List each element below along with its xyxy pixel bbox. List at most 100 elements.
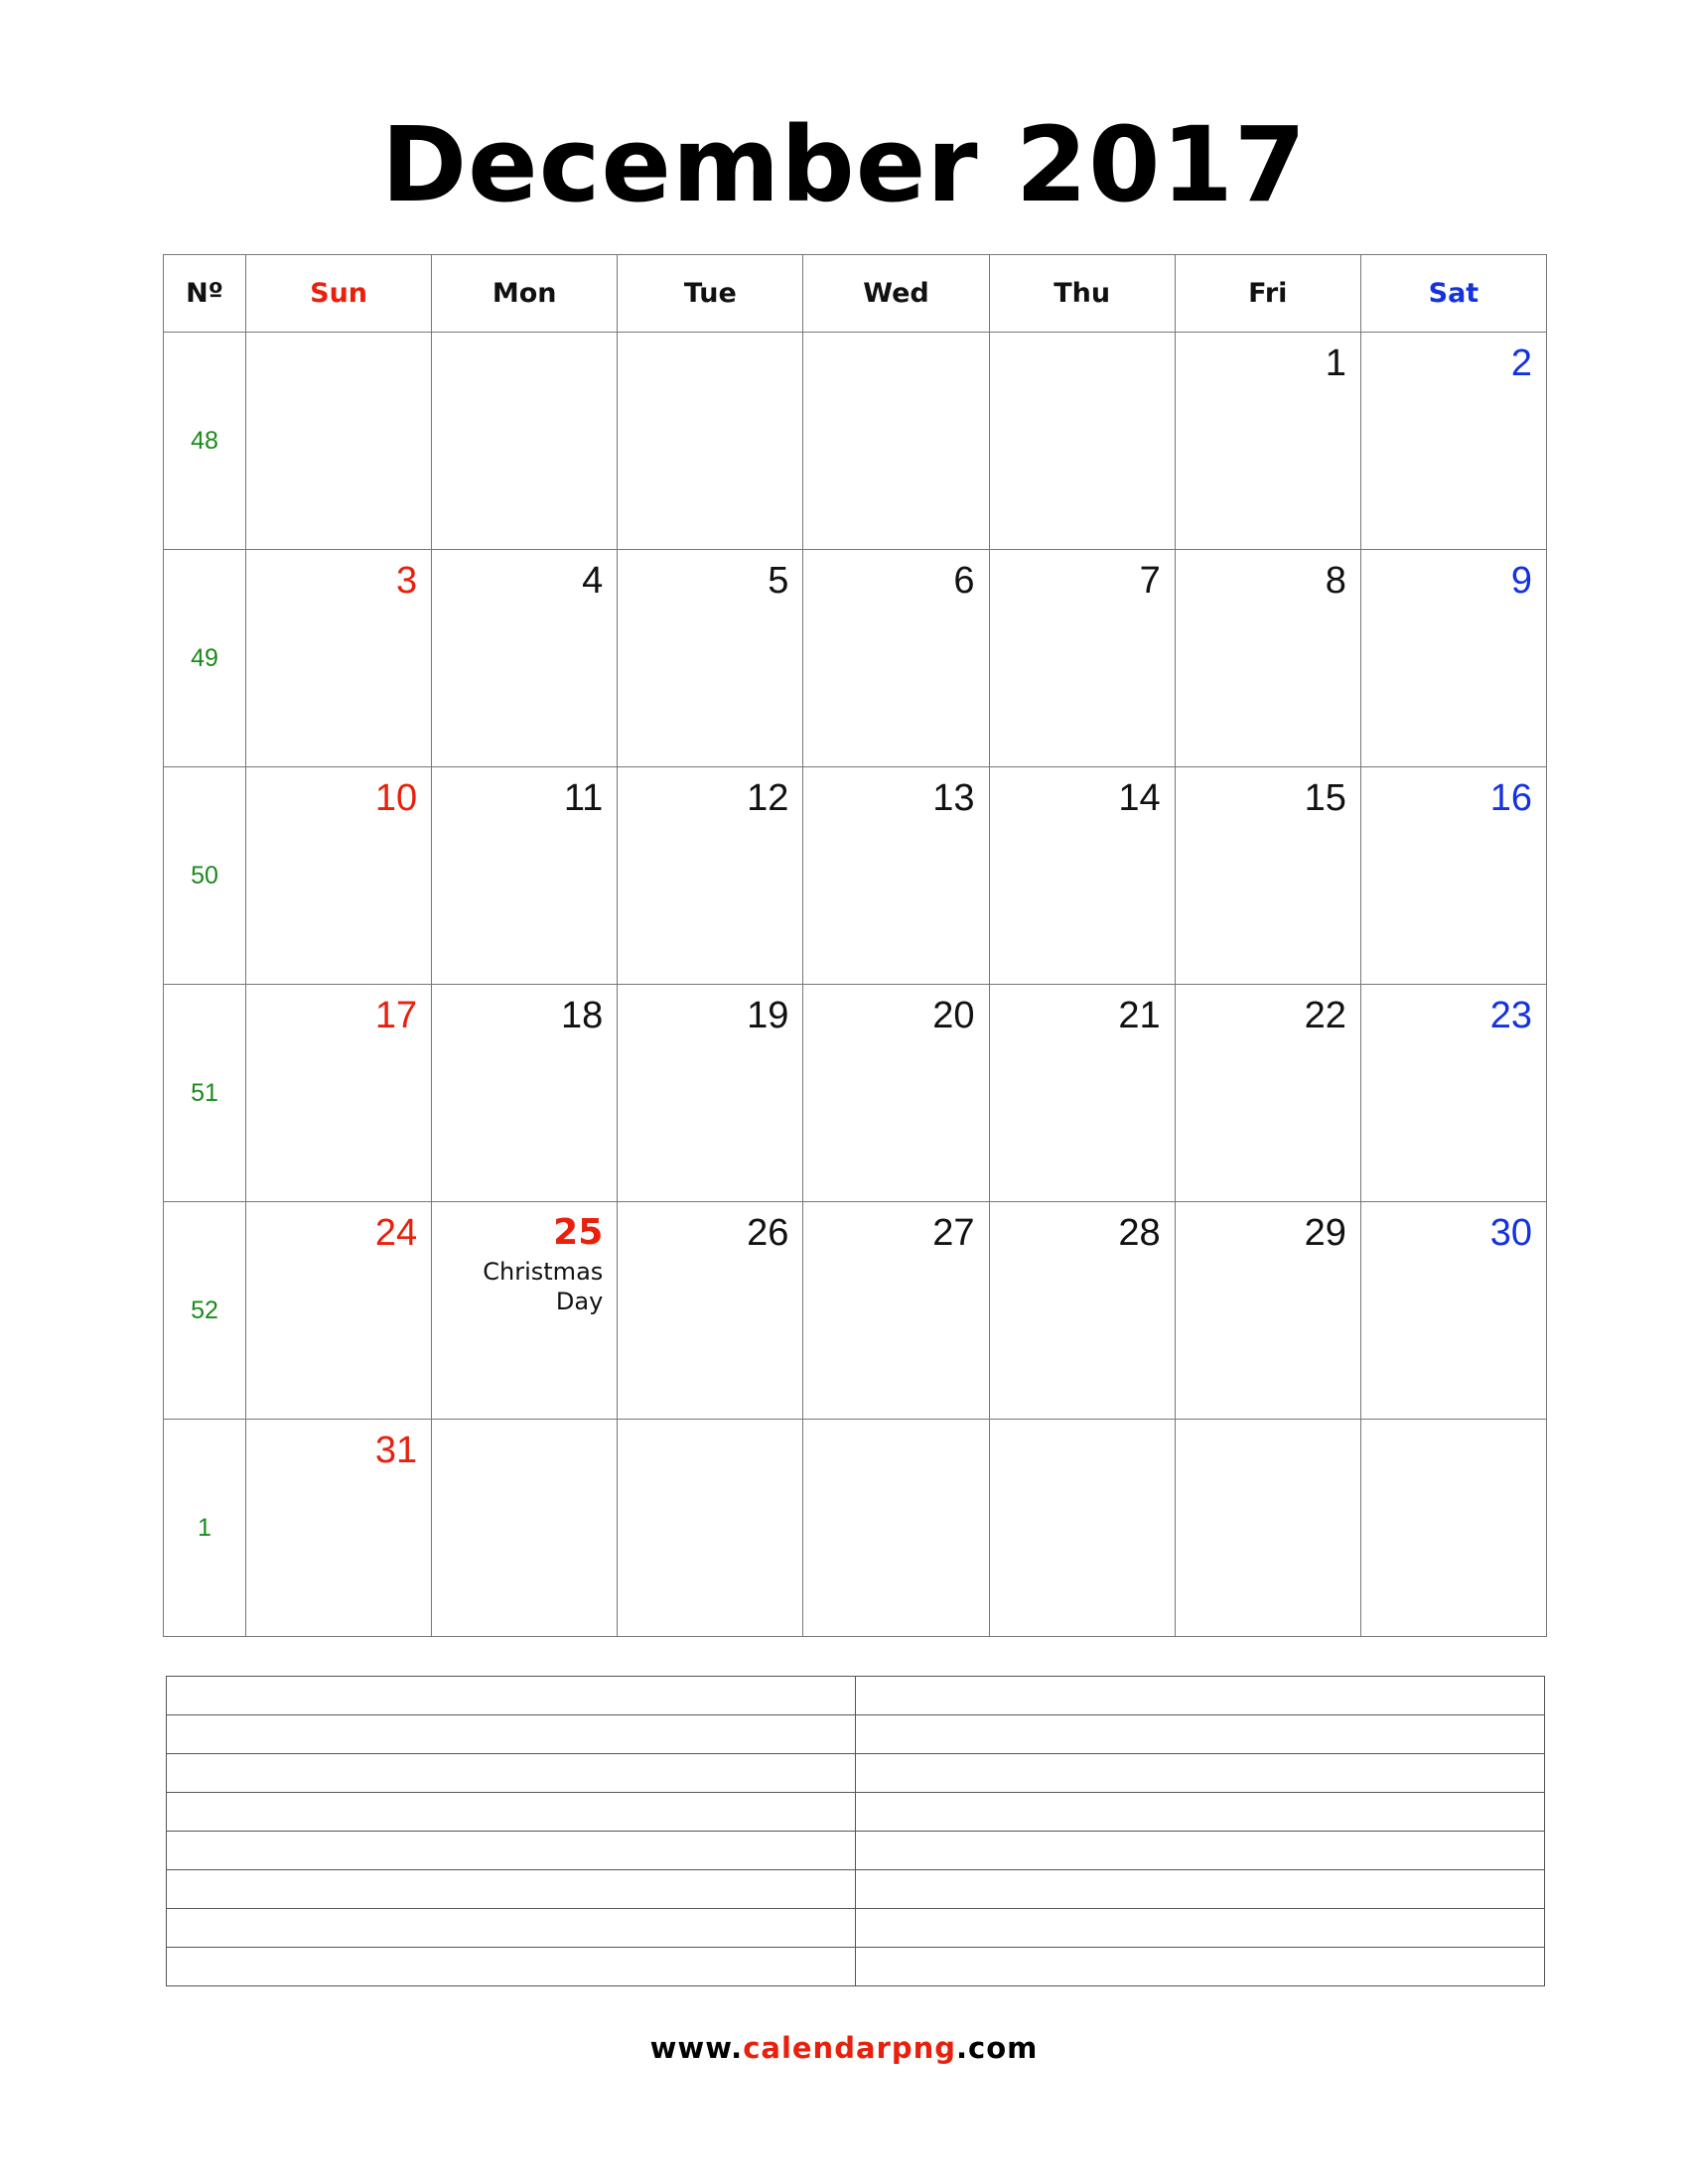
- day-number: 16: [1489, 777, 1532, 819]
- day-cell: [1174, 1419, 1361, 1637]
- day-number: 15: [1304, 777, 1346, 819]
- day-number: 14: [1118, 777, 1161, 819]
- footer-site: calendarpng: [743, 2031, 956, 2065]
- weekday-label: Nº: [163, 254, 246, 333]
- day-cell: 4: [431, 549, 619, 767]
- day-cell: [802, 1419, 990, 1637]
- notes-row: [166, 1869, 1545, 1909]
- day-number: 1: [1325, 342, 1346, 384]
- notes-row: [166, 1753, 1545, 1793]
- day-cell: 18: [431, 984, 619, 1202]
- day-number: 20: [932, 995, 975, 1036]
- weekday-label: Sat: [1359, 254, 1548, 333]
- day-cell: [988, 1419, 1176, 1637]
- notes-cell: [855, 1714, 1545, 1754]
- weekday-label: Mon: [431, 254, 619, 333]
- day-number: 19: [747, 995, 789, 1036]
- notes-row: [166, 1908, 1545, 1948]
- day-cell: 7: [988, 549, 1176, 767]
- day-cell: 15: [1174, 766, 1361, 985]
- day-cell: 17: [244, 984, 433, 1202]
- weekday-label: Thu: [988, 254, 1176, 333]
- notes-cell: [166, 1714, 856, 1754]
- day-cell: 1: [1174, 332, 1361, 550]
- notes-cell: [855, 1676, 1545, 1715]
- notes-cell: [166, 1676, 856, 1715]
- day-number: 27: [932, 1212, 975, 1254]
- day-cell: [988, 332, 1176, 550]
- day-number: 18: [561, 995, 604, 1036]
- day-number: 13: [932, 777, 975, 819]
- notes-cell: [855, 1753, 1545, 1793]
- notes-cell: [166, 1831, 856, 1870]
- notes-cell: [166, 1792, 856, 1832]
- day-cell: 6: [802, 549, 990, 767]
- day-cell: 30: [1359, 1201, 1548, 1420]
- footer: www.calendarpng.com: [0, 2031, 1688, 2065]
- week-number: 1: [163, 1419, 246, 1637]
- notes-cell: [855, 1792, 1545, 1832]
- day-cell: [1359, 1419, 1548, 1637]
- day-number: 4: [582, 560, 604, 602]
- weekday-header: Nº Sun Mon Tue Wed Thu Fri Sat: [163, 254, 1548, 333]
- notes-row: [166, 1676, 1545, 1715]
- week-row: 1 31: [163, 1419, 1548, 1637]
- day-cell: 11: [431, 766, 619, 985]
- day-number: 30: [1489, 1212, 1532, 1254]
- day-cell: 16: [1359, 766, 1548, 985]
- notes-row: [166, 1947, 1545, 1986]
- notes-cell: [855, 1869, 1545, 1909]
- notes-cell: [166, 1947, 856, 1986]
- day-cell: 28: [988, 1201, 1176, 1420]
- day-cell: 27: [802, 1201, 990, 1420]
- day-cell: 22: [1174, 984, 1361, 1202]
- day-number: 17: [374, 995, 418, 1036]
- day-cell: [244, 332, 433, 550]
- day-number: 11: [563, 777, 604, 819]
- holiday-name: Christmas Day: [483, 1258, 604, 1315]
- day-number: 26: [747, 1212, 789, 1254]
- day-number: 31: [374, 1430, 418, 1471]
- day-number: 12: [747, 777, 789, 819]
- day-cell: 21: [988, 984, 1176, 1202]
- day-number: 23: [1489, 995, 1532, 1036]
- day-cell: [802, 332, 990, 550]
- week-number: 50: [163, 766, 246, 985]
- day-cell: [431, 332, 619, 550]
- week-row: 48 1 2: [163, 332, 1548, 550]
- day-cell: 20: [802, 984, 990, 1202]
- day-cell: 31: [244, 1419, 433, 1637]
- day-cell: 2: [1359, 332, 1548, 550]
- day-cell: [617, 332, 804, 550]
- day-number: 21: [1118, 995, 1161, 1036]
- weekday-label: Tue: [617, 254, 804, 333]
- day-cell: 9: [1359, 549, 1548, 767]
- day-cell: 26: [617, 1201, 804, 1420]
- day-cell: 12: [617, 766, 804, 985]
- day-number: 9: [1510, 560, 1532, 602]
- day-number: 25: [553, 1212, 604, 1253]
- day-number: 8: [1325, 560, 1346, 602]
- day-cell: 8: [1174, 549, 1361, 767]
- day-number: 22: [1304, 995, 1346, 1036]
- notes-table: [166, 1676, 1545, 1986]
- notes-cell: [855, 1908, 1545, 1948]
- footer-prefix: www.: [649, 2031, 744, 2065]
- day-cell: 29: [1174, 1201, 1361, 1420]
- notes-cell: [855, 1831, 1545, 1870]
- title: December 2017: [380, 104, 1308, 225]
- week-number: 52: [163, 1201, 246, 1420]
- day-number: 6: [953, 560, 975, 602]
- day-number: 7: [1139, 560, 1161, 602]
- day-cell: [431, 1419, 619, 1637]
- day-number: 3: [396, 560, 418, 602]
- day-cell: 23: [1359, 984, 1548, 1202]
- week-number: 49: [163, 549, 246, 767]
- day-cell: 19: [617, 984, 804, 1202]
- day-number: 2: [1510, 342, 1532, 384]
- notes-row: [166, 1831, 1545, 1870]
- day-number: 10: [374, 777, 418, 819]
- notes-cell: [166, 1908, 856, 1948]
- day-number: 5: [768, 560, 789, 602]
